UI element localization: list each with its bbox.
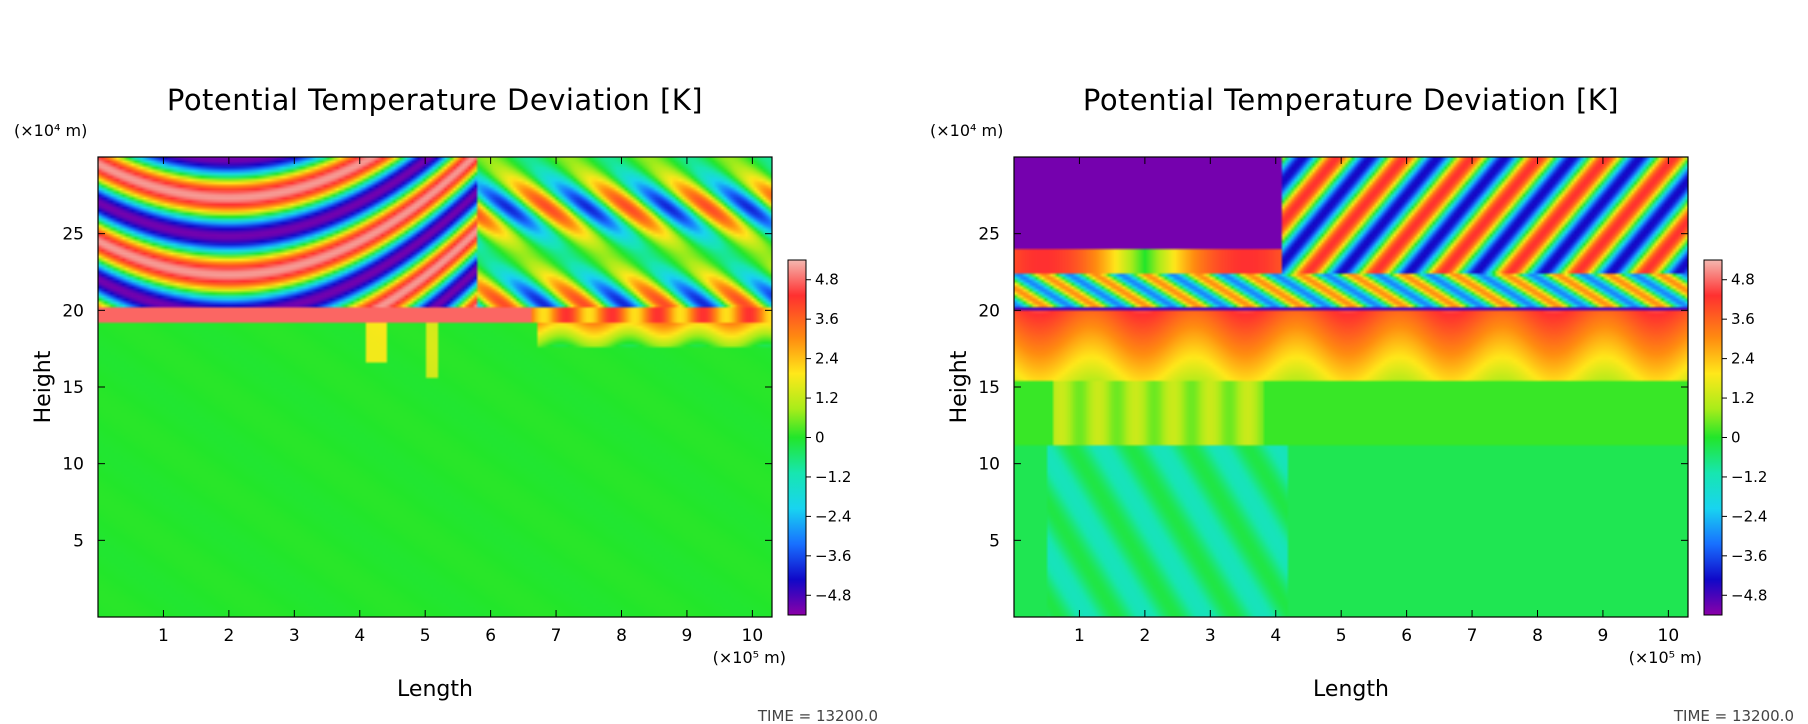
x-tick-label: 4: [354, 626, 365, 646]
chart-title: Potential Temperature Deviation [K]: [167, 83, 703, 117]
x-tick-label: 10: [742, 626, 764, 646]
x-tick-label: 2: [1139, 626, 1150, 646]
y-axis-label: Height: [947, 350, 972, 423]
x-axis-label: Length: [397, 677, 473, 702]
y-tick-label: 15: [62, 378, 84, 398]
y-tick-label: 25: [978, 225, 1000, 245]
colorbar-tick-label: 2.4: [1731, 350, 1755, 368]
y-tick-label: 20: [978, 301, 1000, 321]
x-axis-unit: (×10⁵ m): [713, 648, 786, 667]
chart-title: Potential Temperature Deviation [K]: [1083, 83, 1619, 117]
colorbar-tick-label: 3.6: [1731, 310, 1755, 328]
x-tick-label: 4: [1270, 626, 1281, 646]
x-tick-label: 7: [551, 626, 562, 646]
y-tick-label: 5: [989, 531, 1000, 551]
colorbar-tick-label: 1.2: [1731, 389, 1755, 407]
heatmap-field: [1014, 157, 1688, 617]
time-label: TIME = 13200.0: [1673, 707, 1794, 724]
colorbar-tick-label: −1.2: [1731, 468, 1767, 486]
y-axis-unit: (×10⁴ m): [930, 121, 1003, 140]
colorbar-tick-label: 3.6: [815, 310, 839, 328]
colorbar-tick-label: −4.8: [1731, 586, 1767, 604]
x-tick-label: 3: [289, 626, 300, 646]
x-tick-label: 6: [1401, 626, 1412, 646]
colorbar-tick-label: 0: [1731, 429, 1741, 447]
y-tick-label: 20: [62, 301, 84, 321]
colorbar-tick-label: 2.4: [815, 350, 839, 368]
colorbar-tick-label: −3.6: [1731, 547, 1767, 565]
y-tick-label: 15: [978, 378, 1000, 398]
chart-panel-2: Potential Temperature Deviation [K] (×10⁴…: [930, 83, 1794, 724]
y-axis-label: Height: [31, 350, 56, 423]
x-tick-label: 1: [1074, 626, 1085, 646]
x-tick-label: 1: [158, 626, 169, 646]
colorbar-tick-label: −1.2: [815, 468, 851, 486]
x-tick-label: 5: [420, 626, 431, 646]
colorbar-tick-label: −4.8: [815, 586, 851, 604]
x-tick-label: 9: [1598, 626, 1609, 646]
y-tick-label: 10: [62, 455, 84, 475]
y-tick-label: 10: [978, 455, 1000, 475]
x-tick-label: 10: [1658, 626, 1680, 646]
x-axis-unit: (×10⁵ m): [1629, 648, 1702, 667]
x-tick-label: 8: [616, 626, 627, 646]
heatmap-field: [98, 157, 772, 617]
x-tick-label: 5: [1336, 626, 1347, 646]
x-tick-label: 7: [1467, 626, 1478, 646]
y-tick-label: 5: [73, 531, 84, 551]
colorbar-tick-label: 0: [815, 429, 825, 447]
colorbar: [787, 259, 807, 616]
x-tick-label: 2: [223, 626, 234, 646]
x-tick-label: 3: [1205, 626, 1216, 646]
y-tick-label: 25: [62, 225, 84, 245]
x-tick-label: 9: [682, 626, 693, 646]
colorbar-tick-label: 4.8: [815, 271, 839, 289]
colorbar-tick-label: −2.4: [1731, 507, 1767, 525]
time-label: TIME = 13200.0: [757, 707, 878, 724]
x-tick-label: 6: [485, 626, 496, 646]
colorbar-tick-label: −2.4: [815, 507, 851, 525]
x-axis-label: Length: [1313, 677, 1389, 702]
x-tick-label: 8: [1532, 626, 1543, 646]
colorbar-tick-label: −3.6: [815, 547, 851, 565]
colorbar-tick-label: 1.2: [815, 389, 839, 407]
y-axis-unit: (×10⁴ m): [14, 121, 87, 140]
colorbar-tick-label: 4.8: [1731, 271, 1755, 289]
chart-panel-1: Potential Temperature Deviation [K] (×10⁴…: [14, 83, 878, 724]
colorbar: [1703, 259, 1723, 616]
